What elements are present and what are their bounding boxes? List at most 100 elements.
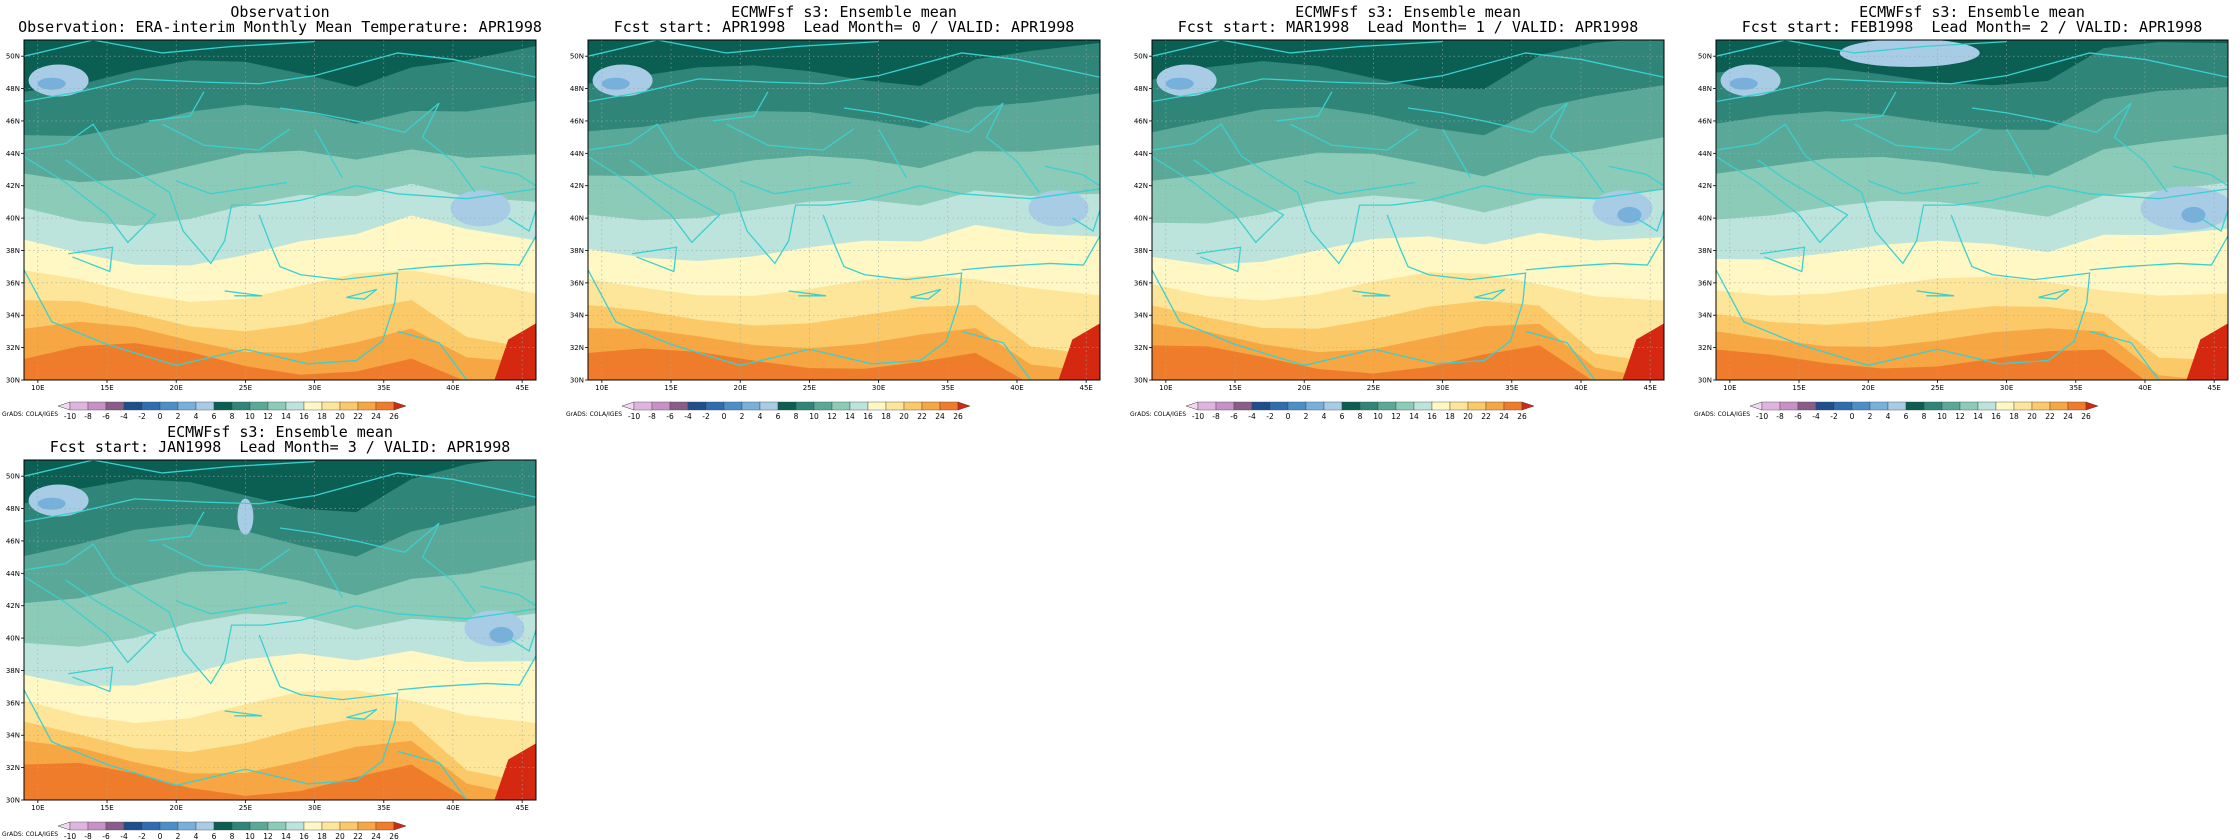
lat-tick-label: 36N — [570, 279, 584, 287]
colorbar-swatch — [1395, 401, 1415, 411]
coastline — [1854, 123, 1983, 151]
lon-tick-label: 10E — [31, 804, 44, 812]
panel-subtitle: Observation: ERA-interim Monthly Mean Te… — [18, 18, 542, 36]
colorbar-label: -2 — [138, 832, 146, 840]
cold-anomaly — [37, 77, 66, 90]
coastline — [1044, 165, 1100, 187]
cold-anomaly — [489, 626, 514, 643]
coastline — [2089, 235, 2228, 271]
cold-anomaly — [1165, 77, 1194, 90]
coastline — [314, 128, 343, 178]
lat-tick-label: 48N — [6, 85, 20, 93]
coastline — [843, 102, 1040, 193]
coastline — [314, 548, 343, 598]
colorbar-label: 4 — [194, 412, 199, 420]
colorbar-swatch — [939, 401, 959, 411]
colorbar-label: 2 — [176, 412, 181, 420]
lat-tick-label: 34N — [6, 732, 20, 740]
temperature-map: 30N 32N 34N 36N 38N 40N 42N 44N 46N 48N 50N 10E 15E 2… — [1130, 39, 1665, 420]
lon-tick-label: 30E — [2000, 384, 2013, 392]
lat-tick-label: 30N — [6, 377, 20, 385]
colorbar-label: 20 — [2027, 412, 2037, 420]
colorbar-label: -6 — [102, 412, 110, 420]
lat-tick-label: 50N — [570, 53, 584, 61]
lat-tick-label: 46N — [1698, 117, 1712, 125]
colorbar-label: 22 — [353, 412, 363, 420]
lat-tick-label: 30N — [1698, 377, 1712, 385]
temperature-map: 30N 32N 34N 36N 38N 40N 42N 44N 46N 48N 50N 10E 15E 2… — [566, 39, 1101, 420]
panel-title: Observation — [230, 3, 330, 21]
temperature-band — [24, 460, 536, 557]
lat-tick-label: 30N — [1134, 377, 1148, 385]
colorbar-label: 14 — [281, 412, 291, 420]
coastline — [1971, 102, 2168, 193]
colorbar-label: 22 — [1481, 412, 1491, 420]
coastline — [1608, 165, 1664, 187]
colorbar-swatch — [1779, 401, 1799, 411]
colorbar-label: 26 — [1517, 412, 1527, 420]
colorbar-label: 10 — [1373, 412, 1383, 420]
colorbar-swatch — [1959, 401, 1979, 411]
colorbar-swatch — [195, 401, 215, 411]
colorbar-swatch — [69, 401, 89, 411]
coastline — [712, 91, 769, 122]
colorbar-label: 22 — [2045, 412, 2055, 420]
coastline — [1152, 123, 1664, 265]
coastline — [148, 511, 205, 542]
lon-tick-label: 20E — [734, 384, 747, 392]
cold-anomaly — [237, 498, 254, 535]
colorbar-label: -4 — [1248, 412, 1256, 420]
colorbar-swatch — [303, 401, 323, 411]
map-frame — [587, 39, 1101, 381]
panel-subtitle: Fcst start: APR1998 Lead Month= 0 / VALI… — [613, 18, 1075, 36]
lat-tick-label: 40N — [6, 635, 20, 643]
colorbar-label: 12 — [263, 832, 273, 840]
lon-tick-label: 45E — [515, 804, 528, 812]
coastline — [507, 209, 536, 233]
lat-tick-label: 48N — [1134, 85, 1148, 93]
colorbar-swatch — [1251, 401, 1271, 411]
colorbar-label: 2 — [176, 832, 181, 840]
coastline — [1303, 180, 1416, 195]
lat-tick-label: 42N — [6, 182, 20, 190]
colorbar-swatch — [1359, 401, 1379, 411]
colorbar-label: 6 — [212, 832, 217, 840]
coastline — [961, 330, 1032, 380]
coastline — [788, 290, 827, 297]
colorbar-label: 6 — [212, 412, 217, 420]
coastline — [507, 629, 536, 653]
lat-tick-label: 32N — [1698, 344, 1712, 352]
lat-tick-label: 50N — [1134, 53, 1148, 61]
coastline — [588, 40, 879, 57]
coastline — [24, 214, 399, 367]
colorbar-swatch — [1215, 401, 1235, 411]
lat-tick-label: 42N — [570, 182, 584, 190]
lon-tick-label: 25E — [239, 384, 252, 392]
colorbar-swatch — [1503, 401, 1523, 411]
coastline — [1867, 180, 1980, 195]
colorbar-label: -10 — [64, 832, 76, 840]
lat-tick-label: 38N — [1134, 247, 1148, 255]
lon-tick-label: 40E — [1010, 384, 1023, 392]
coastline — [739, 180, 852, 195]
colorbar-label: 12 — [263, 412, 273, 420]
colorbar-label: 22 — [917, 412, 927, 420]
colorbar-label: -8 — [648, 412, 656, 420]
coastline — [24, 123, 536, 265]
colorbar-swatch — [651, 401, 671, 411]
coastline — [148, 91, 205, 122]
coastline — [397, 750, 468, 800]
colorbar-swatch — [1287, 401, 1307, 411]
lat-tick-label: 34N — [1698, 312, 1712, 320]
colorbar-label: 18 — [2009, 412, 2019, 420]
temperature-map: 30N 32N 34N 36N 38N 40N 42N 44N 46N 48N 50N 10E 15E 2… — [2, 39, 537, 420]
colorbar-label: 12 — [1955, 412, 1965, 420]
colorbar-label: 6 — [1904, 412, 1909, 420]
lon-tick-label: 35E — [1505, 384, 1518, 392]
lat-tick-label: 46N — [1134, 117, 1148, 125]
lat-tick-label: 48N — [570, 85, 584, 93]
coastline — [24, 52, 536, 103]
colorbar-swatch — [1887, 401, 1907, 411]
colorbar-label: 10 — [1937, 412, 1947, 420]
coastline — [1716, 123, 2228, 265]
